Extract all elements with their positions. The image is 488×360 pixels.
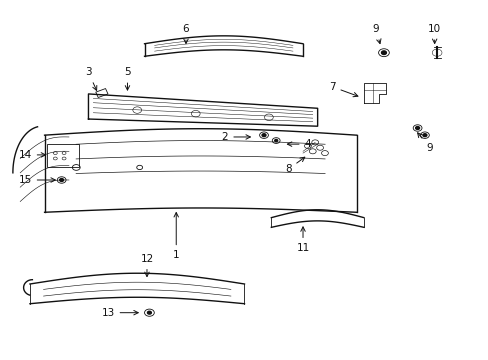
Text: 9: 9 [372, 24, 380, 44]
Text: 2: 2 [221, 132, 250, 142]
Polygon shape [96, 89, 108, 98]
Circle shape [262, 134, 265, 136]
Text: 10: 10 [427, 24, 440, 44]
Text: 12: 12 [140, 254, 153, 276]
Text: 11: 11 [296, 227, 309, 253]
Circle shape [147, 311, 151, 314]
Text: 7: 7 [328, 82, 357, 97]
Text: 14: 14 [19, 150, 45, 160]
Text: 9: 9 [417, 133, 432, 153]
Text: 3: 3 [85, 67, 97, 90]
Text: 1: 1 [173, 212, 179, 260]
Circle shape [415, 127, 419, 130]
Circle shape [381, 51, 386, 54]
Text: 13: 13 [101, 308, 138, 318]
Text: 8: 8 [285, 157, 304, 174]
Circle shape [422, 134, 426, 136]
Text: 5: 5 [124, 67, 130, 90]
Text: 6: 6 [183, 24, 189, 44]
Text: 4: 4 [287, 139, 310, 149]
Circle shape [60, 179, 63, 181]
Circle shape [274, 139, 277, 141]
Bar [47, 144, 79, 167]
Text: 15: 15 [19, 175, 55, 185]
